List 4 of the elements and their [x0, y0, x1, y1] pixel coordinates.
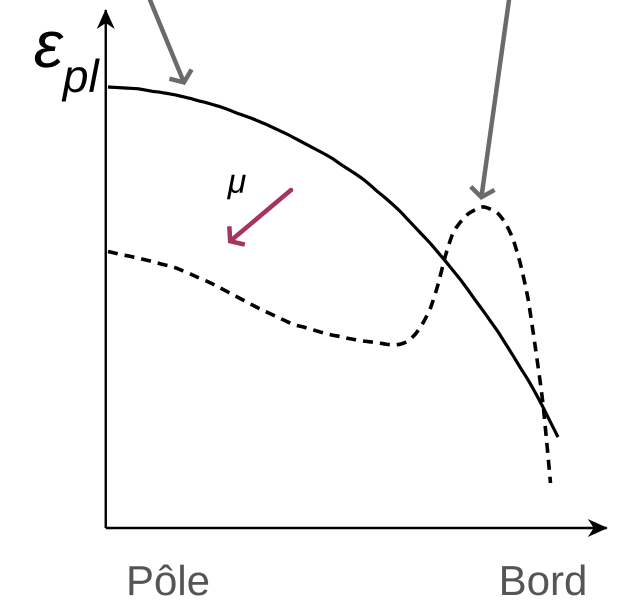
x-tick-label: Pôle [129, 564, 208, 596]
y-axis-title: ε$_{pl}$ [34, 32, 100, 102]
x-tick-label: Bord [502, 564, 585, 596]
annotation: μ [226, 174, 246, 200]
